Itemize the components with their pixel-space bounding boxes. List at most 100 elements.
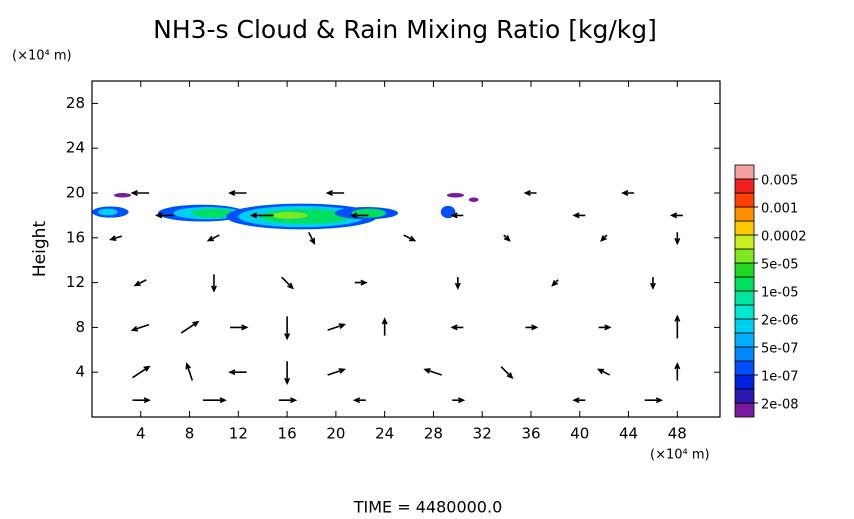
cloud-region	[468, 197, 479, 202]
wind-arrow	[525, 324, 539, 331]
x-tick-label: 28	[424, 425, 443, 443]
wind-arrow	[450, 212, 464, 219]
wind-arrow	[308, 231, 316, 246]
x-tick-label: 8	[185, 425, 195, 443]
wind-arrow	[278, 397, 298, 404]
wind-arrow	[381, 317, 388, 336]
colorbar-box	[734, 318, 755, 334]
wind-arrow	[423, 368, 442, 376]
colorbar-box	[734, 206, 755, 222]
wind-arrow	[454, 277, 461, 291]
wind-arrow	[185, 362, 194, 381]
wind-arrow	[228, 190, 247, 196]
colorbar-box	[734, 304, 755, 320]
y-tick-label: 24	[66, 139, 85, 157]
wind-arrow	[403, 234, 417, 242]
x-tick-label: 44	[619, 425, 638, 443]
wind-arrow	[649, 277, 656, 291]
x-tick-label: 12	[229, 425, 248, 443]
wind-arrow	[180, 320, 200, 334]
colorbar-box	[734, 332, 755, 348]
colorbar-label: 2e-06	[761, 314, 799, 329]
colorbar-label: 0.001	[761, 202, 798, 217]
x-tick-label: 36	[521, 425, 540, 443]
colorbar-label: 1e-05	[761, 286, 799, 301]
wind-arrow	[600, 234, 608, 242]
colorbar-box	[734, 388, 755, 404]
wind-arrow	[281, 276, 294, 290]
colorbar-box	[734, 248, 755, 264]
wind-arrow	[572, 397, 586, 404]
cloud-region	[98, 208, 118, 216]
y-unit: (×10⁴ m)	[12, 49, 72, 64]
colorbar-label: 5e-05	[761, 258, 799, 273]
y-tick-label: 28	[66, 94, 85, 112]
y-tick-label: 20	[66, 184, 85, 202]
x-tick-label: 20	[326, 425, 345, 443]
colorbar-label: 0.005	[761, 174, 798, 189]
wind-arrow	[503, 234, 511, 242]
y-tick-label: 8	[75, 318, 85, 336]
y-tick-label: 4	[75, 363, 85, 381]
y-tick-label: 16	[66, 228, 85, 246]
wind-arrow	[133, 279, 147, 287]
wind-arrow	[132, 365, 151, 379]
wind-arrow	[354, 279, 368, 286]
colorbar-box	[734, 276, 755, 292]
colorbar-label: 1e-07	[761, 370, 799, 385]
colorbar-box	[734, 374, 755, 390]
wind-arrow	[644, 397, 664, 404]
wind-arrow	[500, 366, 514, 380]
x-tick-label: 48	[668, 425, 687, 443]
wind-arrow	[284, 316, 291, 341]
wind-arrow	[523, 190, 537, 196]
footer: TIME = 4480000.0	[353, 498, 503, 517]
plot-frame	[91, 80, 721, 418]
y-tick-label: 12	[66, 273, 85, 291]
colorbar-box	[734, 192, 755, 208]
x-tick-label: 4	[136, 425, 146, 443]
x-tick-label: 16	[278, 425, 297, 443]
wind-arrow	[327, 323, 346, 331]
wind-arrow	[325, 190, 345, 196]
colorbar-box	[734, 220, 755, 236]
colorbar-box	[734, 262, 755, 278]
wind-arrow	[228, 369, 247, 376]
wind-arrow	[551, 279, 559, 287]
cloud-region	[113, 193, 132, 198]
wind-arrow	[669, 212, 683, 219]
y-axis-label: Height	[30, 221, 50, 278]
cloud-region	[271, 212, 308, 219]
colorbar-box	[734, 178, 755, 194]
cloud-region	[446, 193, 464, 198]
colorbar-label: 0.0002	[761, 230, 807, 245]
wind-arrow	[130, 190, 150, 196]
wind-arrow	[572, 212, 586, 219]
wind-arrow	[154, 212, 174, 219]
colorbar-box	[734, 402, 755, 418]
colorbar-box	[734, 360, 755, 376]
wind-arrow	[596, 368, 611, 376]
cloud-region	[191, 208, 236, 218]
x-unit: (×10⁴ m)	[650, 448, 710, 463]
wind-arrow	[674, 232, 681, 246]
wind-arrow	[450, 324, 464, 331]
wind-arrow	[284, 361, 291, 386]
wind-arrow	[206, 234, 220, 242]
wind-arrow	[109, 235, 123, 241]
chart-title: NH3-s Cloud & Rain Mixing Ratio [kg/kg]	[153, 15, 657, 44]
wind-arrow	[674, 314, 681, 339]
wind-arrow	[674, 362, 681, 381]
wind-arrow	[350, 212, 369, 219]
x-tick-label: 40	[570, 425, 589, 443]
wind-arrow	[230, 324, 249, 331]
wind-arrow	[352, 397, 366, 404]
colorbar-label: 2e-08	[761, 398, 799, 413]
colorbar-box	[734, 290, 755, 306]
colorbar-box	[734, 234, 755, 250]
wind-arrow	[598, 324, 612, 331]
wind-arrow	[621, 190, 635, 196]
colorbar-box	[734, 346, 755, 362]
